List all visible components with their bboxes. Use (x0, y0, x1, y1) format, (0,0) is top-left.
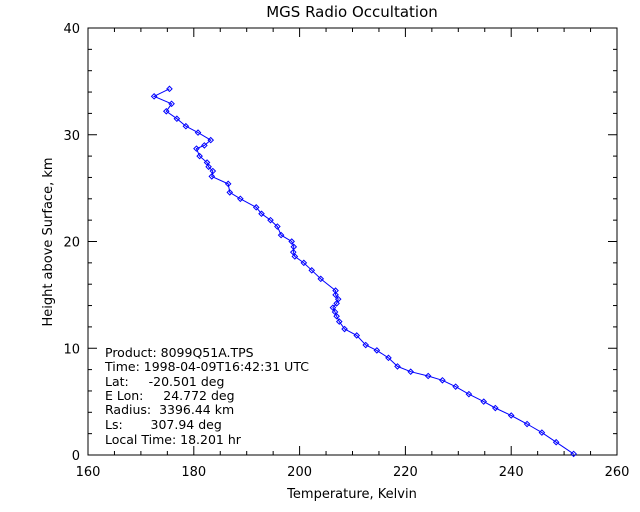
data-point (150, 93, 158, 100)
data-point (193, 145, 200, 152)
data-point (288, 238, 295, 245)
data-point (168, 100, 175, 108)
data-point (362, 341, 370, 349)
data-point (332, 291, 339, 299)
data-point (552, 438, 560, 446)
data-point (439, 376, 446, 384)
data-point (274, 223, 281, 230)
tick-marks (87, 27, 618, 456)
y-tick-label: 20 (63, 236, 80, 251)
data-point (407, 368, 414, 376)
data-point (424, 372, 432, 380)
data-point (492, 404, 499, 412)
data-point (196, 152, 203, 160)
x-tick-label: 260 (605, 465, 630, 480)
info-product: Product: 8099Q51A.TPS (105, 345, 254, 360)
series-layer (150, 85, 577, 458)
data-point (465, 390, 473, 398)
data-point (182, 122, 190, 130)
data-point (538, 429, 546, 436)
data-point (258, 210, 265, 218)
data-point (173, 115, 181, 123)
data-point (226, 189, 234, 196)
info-radius: Radius: 3396.44 km (105, 402, 234, 417)
data-point (308, 267, 316, 274)
x-tick-label: 160 (76, 465, 101, 480)
data-point (194, 129, 202, 136)
data-point (291, 253, 299, 260)
data-point (331, 308, 339, 316)
tick-labels: 160 180 200 220 240 260 0 10 20 30 40 (63, 22, 629, 480)
data-point (333, 300, 340, 307)
x-tick-label: 200 (287, 465, 312, 480)
data-point (277, 231, 285, 239)
data-point (209, 167, 217, 175)
data-point (394, 363, 401, 370)
data-point (317, 275, 325, 283)
data-point (334, 295, 342, 303)
x-axis-label: Temperature, Kelvin (286, 487, 417, 502)
info-lon: E Lon: 24.772 deg (105, 388, 235, 403)
chart-title: MGS Radio Occultation (266, 3, 438, 21)
data-point (341, 325, 348, 333)
info-lat: Lat: -20.501 deg (105, 374, 224, 389)
data-point (162, 107, 170, 115)
data-point (332, 287, 339, 294)
data-point (452, 383, 459, 390)
data-point (507, 412, 515, 419)
data-point (329, 304, 337, 311)
info-time: Time: 1998-04-09T16:42:31 UTC (104, 359, 309, 374)
data-point (333, 312, 340, 320)
data-point (224, 180, 232, 188)
y-axis-label: Height above Surface, km (41, 157, 56, 326)
data-point (207, 136, 215, 144)
x-tick-label: 220 (393, 465, 418, 480)
y-tick-label: 0 (72, 449, 80, 464)
info-ls: Ls: 307.94 deg (105, 417, 222, 432)
x-tick-label: 180 (181, 465, 206, 480)
y-tick-label: 30 (63, 129, 80, 144)
data-point (385, 354, 392, 362)
data-point (373, 347, 381, 354)
x-tick-label: 240 (499, 465, 524, 480)
data-point (252, 204, 260, 211)
data-point (300, 259, 308, 267)
product-info: Product: 8099Q51A.TPS Time: 1998-04-09T1… (104, 345, 309, 447)
data-point (570, 450, 577, 458)
data-point (353, 332, 361, 339)
data-point (203, 159, 211, 166)
data-point (289, 248, 297, 256)
data-point (166, 85, 173, 93)
data-point (237, 195, 244, 203)
data-point (335, 318, 343, 325)
y-tick-label: 10 (63, 342, 80, 357)
data-point (201, 142, 208, 149)
y-tick-label: 40 (63, 22, 80, 37)
data-point (208, 173, 216, 180)
info-local-time: Local Time: 18.201 hr (105, 432, 242, 447)
data-point (267, 216, 274, 224)
data-point (290, 243, 298, 251)
data-point (523, 420, 531, 428)
data-point (205, 163, 212, 171)
data-point (480, 398, 487, 405)
